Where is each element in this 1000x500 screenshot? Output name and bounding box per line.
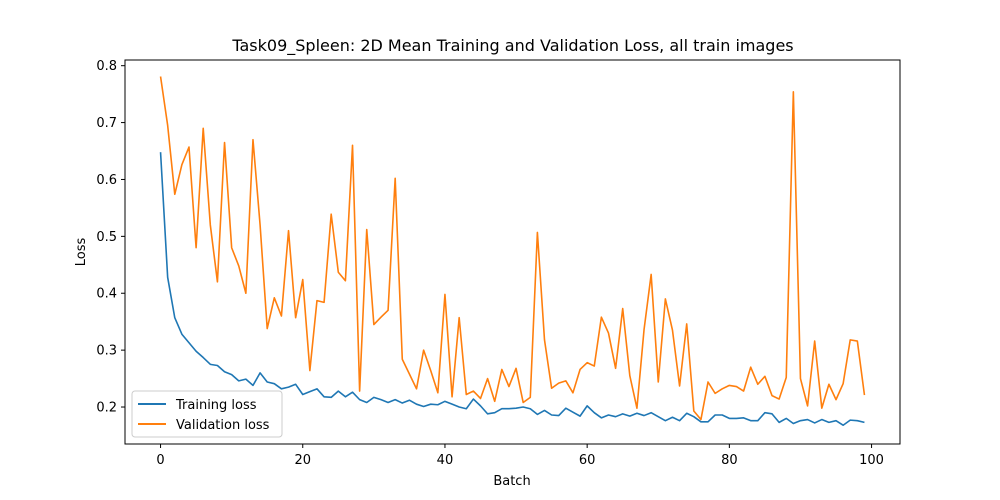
x-tick-label: 100 <box>859 453 884 468</box>
y-tick-label: 0.7 <box>96 116 117 131</box>
x-tick-label: 40 <box>437 453 454 468</box>
plot-frame <box>124 59 901 445</box>
x-tick-label: 20 <box>294 453 311 468</box>
x-axis-title: Batch <box>493 474 530 489</box>
validation-loss-line <box>159 76 866 421</box>
series-lines <box>159 76 866 427</box>
legend-box <box>131 390 283 438</box>
legend: Training loss Validation loss <box>131 390 283 438</box>
y-axis-ticks: 0.2 0.3 0.4 0.5 0.6 0.7 0.8 <box>96 59 125 416</box>
legend-label-validation-loss: Validation loss <box>176 418 270 433</box>
y-tick-label: 0.8 <box>96 59 117 74</box>
chart-title: Task09_Spleen: 2D Mean Training and Vali… <box>231 36 793 56</box>
y-tick-label: 0.5 <box>96 230 117 245</box>
x-tick-label: 0 <box>156 453 164 468</box>
y-tick-label: 0.3 <box>96 344 117 359</box>
x-axis-ticks: 0 20 40 60 80 100 <box>156 444 884 468</box>
y-tick-label: 0.4 <box>96 287 117 302</box>
y-tick-label: 0.2 <box>96 401 117 416</box>
x-tick-label: 60 <box>579 453 596 468</box>
training-loss-line <box>159 152 865 427</box>
legend-label-training-loss: Training loss <box>175 398 257 413</box>
y-axis-title: Loss <box>74 238 89 267</box>
y-tick-label: 0.6 <box>96 173 117 188</box>
x-tick-label: 80 <box>721 453 738 468</box>
